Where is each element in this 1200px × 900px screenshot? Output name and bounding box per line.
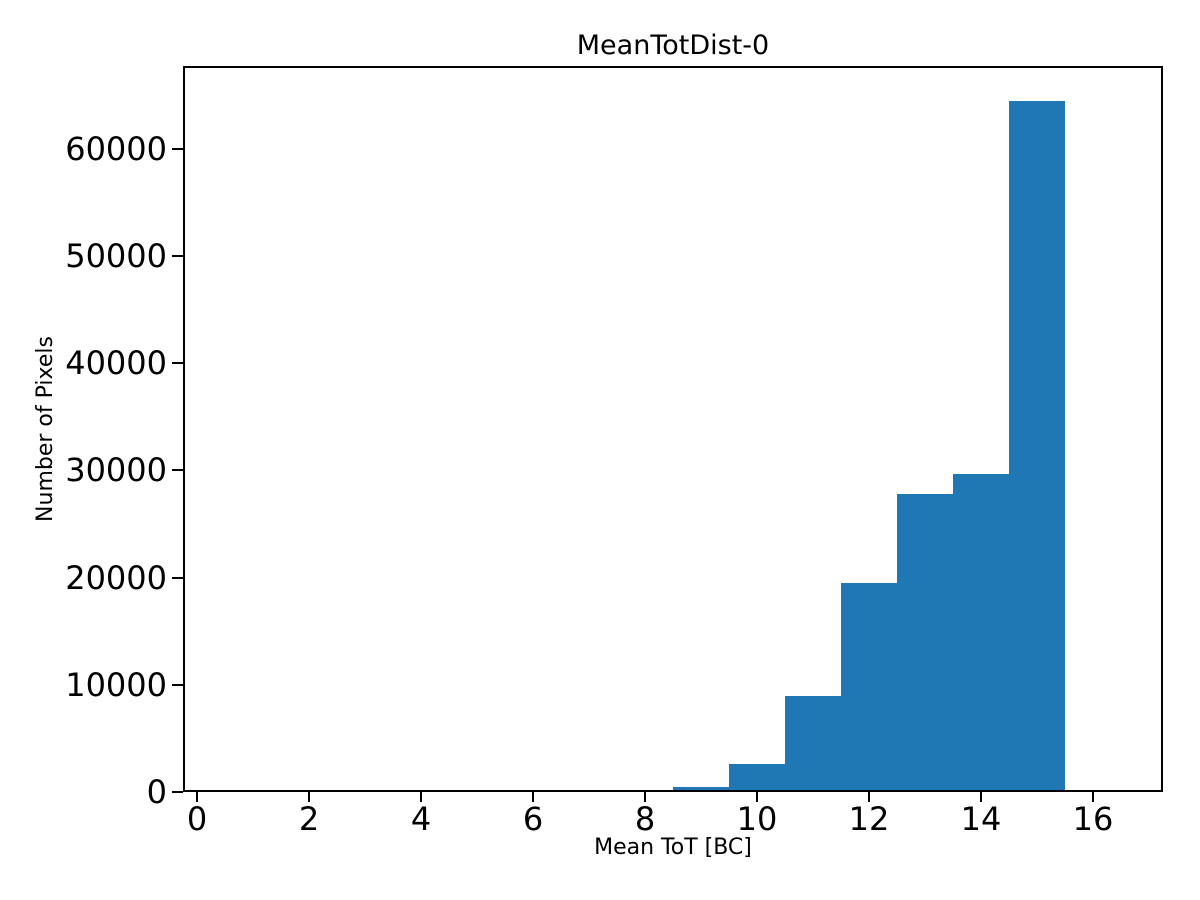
y-tick-label: 50000 bbox=[65, 236, 167, 275]
y-tick-label: 60000 bbox=[65, 129, 167, 168]
histogram-bar bbox=[841, 582, 897, 792]
x-tick-label: 4 bbox=[410, 800, 432, 838]
y-tick-label: 40000 bbox=[65, 344, 167, 382]
x-tick-label: 8 bbox=[634, 800, 656, 838]
x-tick-mark bbox=[980, 792, 982, 802]
x-tick-mark bbox=[420, 792, 422, 802]
x-tick-label: 10 bbox=[736, 800, 778, 838]
y-tick-mark bbox=[172, 469, 183, 472]
chart-title: MeanTotDist-0 bbox=[576, 30, 770, 61]
x-axis-label: Mean ToT [BC] bbox=[594, 835, 752, 860]
y-tick-mark bbox=[172, 147, 183, 150]
y-tick-mark bbox=[172, 791, 183, 793]
x-tick-label: 12 bbox=[848, 800, 890, 838]
x-tick-mark bbox=[532, 792, 534, 802]
x-tick-label: 14 bbox=[960, 800, 1002, 838]
y-tick-label: 0 bbox=[146, 773, 167, 811]
x-tick-mark bbox=[1092, 792, 1094, 802]
histogram-bar bbox=[673, 786, 729, 792]
x-tick-label: 2 bbox=[298, 800, 320, 838]
x-tick-label: 16 bbox=[1072, 800, 1114, 838]
histogram-bar bbox=[729, 764, 785, 792]
histogram-bar bbox=[897, 493, 953, 792]
y-tick-label: 20000 bbox=[65, 558, 167, 597]
y-tick-mark bbox=[172, 576, 183, 579]
y-tick-label: 30000 bbox=[65, 451, 167, 490]
x-tick-label: 6 bbox=[522, 800, 544, 838]
y-tick-mark bbox=[172, 254, 183, 257]
plot-area: 0 2 4 6 8 10 12 14 16 0 10000 20000 30000 40000 50000… bbox=[65, 66, 1163, 835]
x-tick-mark bbox=[756, 792, 758, 802]
histogram-bar bbox=[785, 695, 841, 792]
x-tick-label: 0 bbox=[186, 800, 208, 838]
y-tick-label: 10000 bbox=[65, 665, 167, 704]
x-tick-mark bbox=[196, 792, 198, 802]
y-tick-mark bbox=[172, 683, 183, 686]
y-axis-label: Number of Pixels bbox=[32, 336, 58, 522]
histogram-bar bbox=[1009, 101, 1065, 792]
y-tick-mark bbox=[172, 362, 183, 364]
x-tick-mark bbox=[644, 792, 646, 802]
x-tick-mark bbox=[308, 792, 310, 802]
x-tick-mark bbox=[868, 792, 870, 802]
histogram-bar bbox=[953, 473, 1009, 792]
